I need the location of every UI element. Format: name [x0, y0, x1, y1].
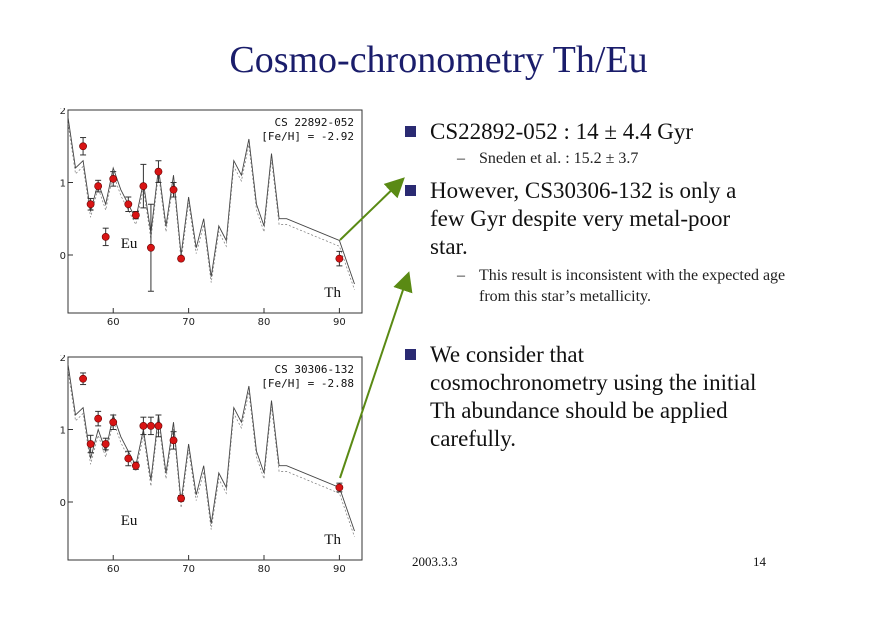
y-tick-label: 0	[60, 498, 66, 509]
x-tick-label: 70	[182, 564, 195, 575]
data-point	[169, 185, 178, 194]
y-tick-label: 0	[60, 251, 66, 262]
data-point	[101, 232, 110, 241]
data-point	[335, 254, 344, 263]
data-point	[109, 418, 118, 427]
footer-date: 2003.3.3	[412, 554, 458, 569]
bullet-1-text: CS22892-052 : 14 ± 4.4 Gyr	[430, 119, 694, 144]
model-line-dotted	[67, 122, 355, 290]
plot-title: CS 22892-052	[275, 116, 354, 129]
bullet-square-icon	[405, 185, 416, 196]
model-line-dotted	[67, 369, 355, 537]
data-point	[79, 142, 87, 151]
plot-cs30306: 60 70 80 90 0 1 2 CS 30306-132 [Fe/H] = -2.88 Eu T…	[60, 355, 370, 575]
data-point	[131, 461, 140, 470]
data-point	[154, 167, 163, 176]
bullet-1-sub-1: Sneden et al. : 15.2 ± 3.7	[479, 150, 639, 167]
plot-title: CS 30306-132	[275, 363, 354, 376]
bullet-1: CS22892-052 : 14 ± 4.4 Gyr – Sneden et a…	[405, 118, 845, 169]
data-point	[86, 200, 95, 209]
y-tick-label: 2	[60, 355, 66, 364]
plot-subtitle: [Fe/H] = -2.92	[261, 130, 354, 143]
data-point	[79, 374, 87, 383]
page-number: 14	[753, 554, 766, 569]
th-label: Th	[324, 285, 341, 301]
data-point	[139, 182, 148, 191]
plot-cs22892-svg: 60 70 80 90 0 1 2 CS 22892-052[Fe/H] = -2.92 Eu T…	[60, 108, 363, 328]
plot-subtitle: [Fe/H] = -2.88	[261, 377, 354, 390]
bullet-3-text: We consider that cosmochronometry using …	[430, 342, 757, 451]
bullet-2: However, CS30306-132 is only a few Gyr d…	[405, 177, 845, 307]
bullet-square-icon	[405, 126, 416, 137]
data-point	[109, 174, 118, 183]
data-point	[94, 414, 103, 423]
data-point	[124, 200, 133, 209]
model-line	[67, 117, 355, 285]
plot-cs22892: 60 70 80 90 0 1 2 CS 22892-052 [Fe/H] = -2.92 Eu T…	[60, 108, 370, 328]
data-point	[94, 182, 103, 191]
data-point	[139, 421, 148, 430]
x-tick-label: 90	[333, 564, 346, 575]
data-point	[86, 440, 95, 448]
bullet-square-icon	[405, 349, 416, 360]
th-label: Th	[324, 532, 341, 548]
data-point	[169, 436, 178, 445]
x-tick-label: 70	[182, 317, 195, 328]
plot-cs30306-svg: 60 70 80 90 0 1 2 CS 30306-132[Fe/H] = -2.88 Eu T…	[60, 355, 363, 575]
bullet-list: CS22892-052 : 14 ± 4.4 Gyr – Sneden et a…	[405, 118, 845, 453]
bullet-2-sub-1: This result is inconsistent with the exp…	[479, 267, 786, 305]
y-tick-label: 1	[60, 426, 66, 437]
x-tick-label: 80	[258, 564, 271, 575]
data-point	[131, 211, 140, 220]
data-point	[147, 243, 155, 252]
data-point	[147, 421, 155, 430]
data-point	[154, 421, 163, 430]
y-tick-label: 1	[60, 179, 66, 190]
eu-label: Eu	[121, 513, 138, 529]
slide-title: Cosmo-chronometry Th/Eu	[229, 39, 648, 81]
data-point	[124, 454, 133, 463]
y-tick-label: 2	[60, 108, 66, 117]
bullet-3: We consider that cosmochronometry using …	[405, 341, 845, 453]
eu-label: Eu	[121, 236, 138, 252]
x-tick-label: 90	[333, 317, 346, 328]
data-point	[101, 440, 110, 448]
x-tick-label: 60	[107, 317, 120, 328]
data-point	[177, 254, 185, 263]
x-tick-label: 60	[107, 564, 120, 575]
data-point	[335, 483, 344, 492]
data-point	[177, 494, 185, 503]
bullet-2-text: However, CS30306-132 is only a few Gyr d…	[430, 178, 737, 259]
x-tick-label: 80	[258, 317, 271, 328]
